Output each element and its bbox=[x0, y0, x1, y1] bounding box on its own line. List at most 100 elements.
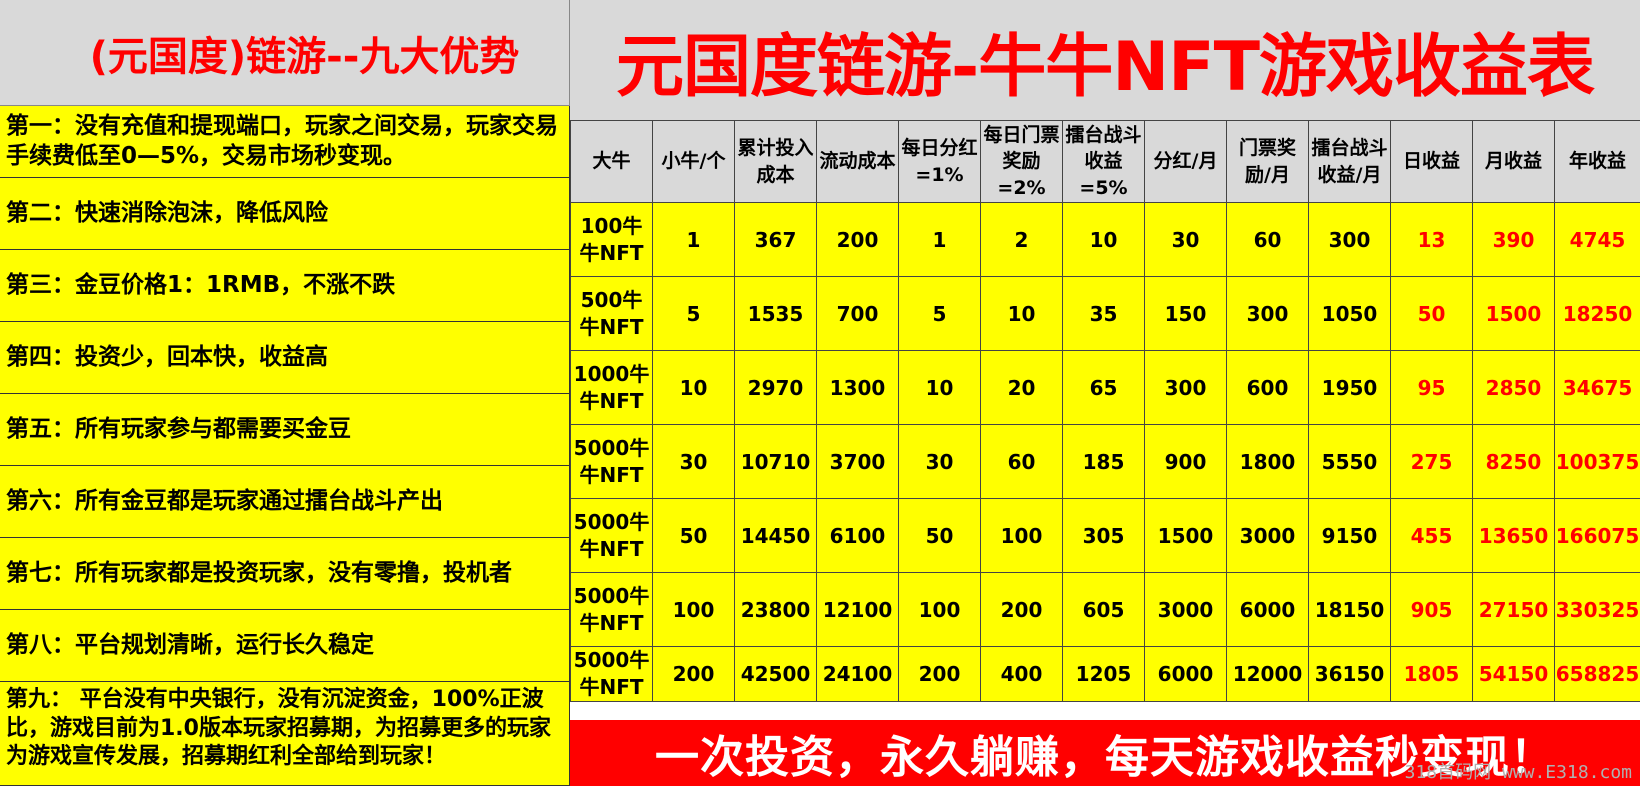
table-cell: 100 bbox=[980, 498, 1063, 573]
table-header-row: 大牛 小牛/个 累计投入成本 流动成本 每日分红=1% 每日门票奖励=2% 擂台… bbox=[570, 120, 1640, 203]
table-cell: 24100 bbox=[816, 646, 899, 702]
table-cell: 3000 bbox=[1144, 572, 1227, 647]
table-cell: 95 bbox=[1390, 350, 1473, 425]
advantage-9: 第九： 平台没有中央银行，没有沉淀资金，100%正波比，游戏目前为1.0版本玩家… bbox=[0, 682, 570, 786]
table-cell: 390 bbox=[1472, 202, 1555, 277]
table-cell: 2850 bbox=[1472, 350, 1555, 425]
table-cell: 100 bbox=[652, 572, 735, 647]
table-cell: 4745 bbox=[1554, 202, 1640, 277]
table-cell: 54150 bbox=[1472, 646, 1555, 702]
header-cell: 流动成本 bbox=[816, 120, 899, 203]
table-cell: 150 bbox=[1144, 276, 1227, 351]
advantage-4: 第四：投资少，回本快，收益高 bbox=[0, 322, 570, 394]
header-cell: 门票奖励/月 bbox=[1226, 120, 1309, 203]
table-cell: 27150 bbox=[1472, 572, 1555, 647]
table-cell: 1205 bbox=[1062, 646, 1145, 702]
advantage-1: 第一：没有充值和提现端口，玩家之间交易，玩家交易手续费低至0—5%，交易市场秒变… bbox=[0, 106, 570, 178]
table-cell: 3000 bbox=[1226, 498, 1309, 573]
header-cell: 每日门票奖励=2% bbox=[980, 120, 1063, 203]
table-cell: 14450 bbox=[734, 498, 817, 573]
table-cell: 30 bbox=[652, 424, 735, 499]
table-cell: 13 bbox=[1390, 202, 1473, 277]
table-cell: 1 bbox=[898, 202, 981, 277]
header-cell: 擂台战斗收益=5% bbox=[1062, 120, 1145, 203]
table-cell: 5 bbox=[898, 276, 981, 351]
table-cell: 455 bbox=[1390, 498, 1473, 573]
table-cell: 50 bbox=[652, 498, 735, 573]
table-cell: 605 bbox=[1062, 572, 1145, 647]
table-cell: 6100 bbox=[816, 498, 899, 573]
advantages-title: (元国度)链游--九大优势 bbox=[0, 0, 570, 106]
table-cell: 100375 bbox=[1554, 424, 1640, 499]
table-cell: 1950 bbox=[1308, 350, 1391, 425]
table-cell: 1500 bbox=[1144, 498, 1227, 573]
table-cell: 275 bbox=[1390, 424, 1473, 499]
header-cell: 年收益 bbox=[1554, 120, 1640, 203]
table-cell: 6000 bbox=[1226, 572, 1309, 647]
table-cell: 13650 bbox=[1472, 498, 1555, 573]
table-cell: 60 bbox=[1226, 202, 1309, 277]
table-cell: 1 bbox=[652, 202, 735, 277]
income-table-title: 元国度链游-牛牛NFT游戏收益表 bbox=[570, 0, 1640, 120]
advantage-2: 第二：快速消除泡沫，降低风险 bbox=[0, 178, 570, 250]
table-cell: 200 bbox=[652, 646, 735, 702]
table-cell: 50 bbox=[1390, 276, 1473, 351]
table-cell: 30 bbox=[898, 424, 981, 499]
table-cell: 900 bbox=[1144, 424, 1227, 499]
slogan-banner: 一次投资，永久躺赚，每天游戏收益秒变现！ bbox=[570, 720, 1640, 786]
table-cell: 30 bbox=[1144, 202, 1227, 277]
table-cell: 5550 bbox=[1308, 424, 1391, 499]
table-cell: 10 bbox=[980, 276, 1063, 351]
row-label-cell: 5000牛牛NFT bbox=[570, 572, 653, 647]
table-row: 5000牛牛NFT 30 10710 3700 30 60 185 900 1800 5550 27… bbox=[570, 424, 1640, 499]
table-cell: 3700 bbox=[816, 424, 899, 499]
table-cell: 18250 bbox=[1554, 276, 1640, 351]
header-cell: 累计投入成本 bbox=[734, 120, 817, 203]
row-label-cell: 5000牛牛NFT bbox=[570, 424, 653, 499]
table-cell: 600 bbox=[1226, 350, 1309, 425]
table-cell: 18150 bbox=[1308, 572, 1391, 647]
table-cell: 12100 bbox=[816, 572, 899, 647]
table-cell: 905 bbox=[1390, 572, 1473, 647]
table-cell: 400 bbox=[980, 646, 1063, 702]
table-cell: 20 bbox=[980, 350, 1063, 425]
table-cell: 100 bbox=[898, 572, 981, 647]
header-cell: 月收益 bbox=[1472, 120, 1555, 203]
table-cell: 305 bbox=[1062, 498, 1145, 573]
table-cell: 200 bbox=[898, 646, 981, 702]
income-table: 大牛 小牛/个 累计投入成本 流动成本 每日分红=1% 每日门票奖励=2% 擂台… bbox=[570, 120, 1640, 702]
row-label-cell: 1000牛牛NFT bbox=[570, 350, 653, 425]
table-cell: 5 bbox=[652, 276, 735, 351]
header-cell: 每日分红=1% bbox=[898, 120, 981, 203]
table-cell: 2970 bbox=[734, 350, 817, 425]
header-cell: 小牛/个 bbox=[652, 120, 735, 203]
watermark: 318首码网 www.E318.com bbox=[1404, 762, 1632, 783]
table-cell: 8250 bbox=[1472, 424, 1555, 499]
table-cell: 200 bbox=[980, 572, 1063, 647]
table-cell: 60 bbox=[980, 424, 1063, 499]
table-cell: 65 bbox=[1062, 350, 1145, 425]
row-label-cell: 500牛牛NFT bbox=[570, 276, 653, 351]
header-cell: 擂台战斗收益/月 bbox=[1308, 120, 1391, 203]
advantage-6: 第六：所有金豆都是玩家通过擂台战斗产出 bbox=[0, 466, 570, 538]
table-cell: 10 bbox=[898, 350, 981, 425]
table-row: 100牛牛NFT 1 367 200 1 2 10 30 60 300 13 390 4745 bbox=[570, 202, 1640, 277]
advantages-panel: (元国度)链游--九大优势 第一：没有充值和提现端口，玩家之间交易，玩家交易手续… bbox=[0, 0, 570, 786]
table-cell: 10710 bbox=[734, 424, 817, 499]
table-cell: 2 bbox=[980, 202, 1063, 277]
table-row: 500牛牛NFT 5 1535 700 5 10 35 150 300 1050 50 1500 182… bbox=[570, 276, 1640, 351]
row-label-cell: 5000牛牛NFT bbox=[570, 498, 653, 573]
table-cell: 36150 bbox=[1308, 646, 1391, 702]
row-label-cell: 5000牛牛NFT bbox=[570, 646, 653, 702]
table-cell: 658825 bbox=[1554, 646, 1640, 702]
advantage-5: 第五：所有玩家参与都需要买金豆 bbox=[0, 394, 570, 466]
table-cell: 367 bbox=[734, 202, 817, 277]
header-cell: 分红/月 bbox=[1144, 120, 1227, 203]
table-row: 5000牛牛NFT 100 23800 12100 100 200 605 3000 6000 1… bbox=[570, 572, 1640, 647]
table-cell: 1805 bbox=[1390, 646, 1473, 702]
table-cell: 166075 bbox=[1554, 498, 1640, 573]
table-cell: 700 bbox=[816, 276, 899, 351]
table-cell: 35 bbox=[1062, 276, 1145, 351]
advantage-7: 第七：所有玩家都是投资玩家，没有零撸，投机者 bbox=[0, 538, 570, 610]
table-cell: 1500 bbox=[1472, 276, 1555, 351]
